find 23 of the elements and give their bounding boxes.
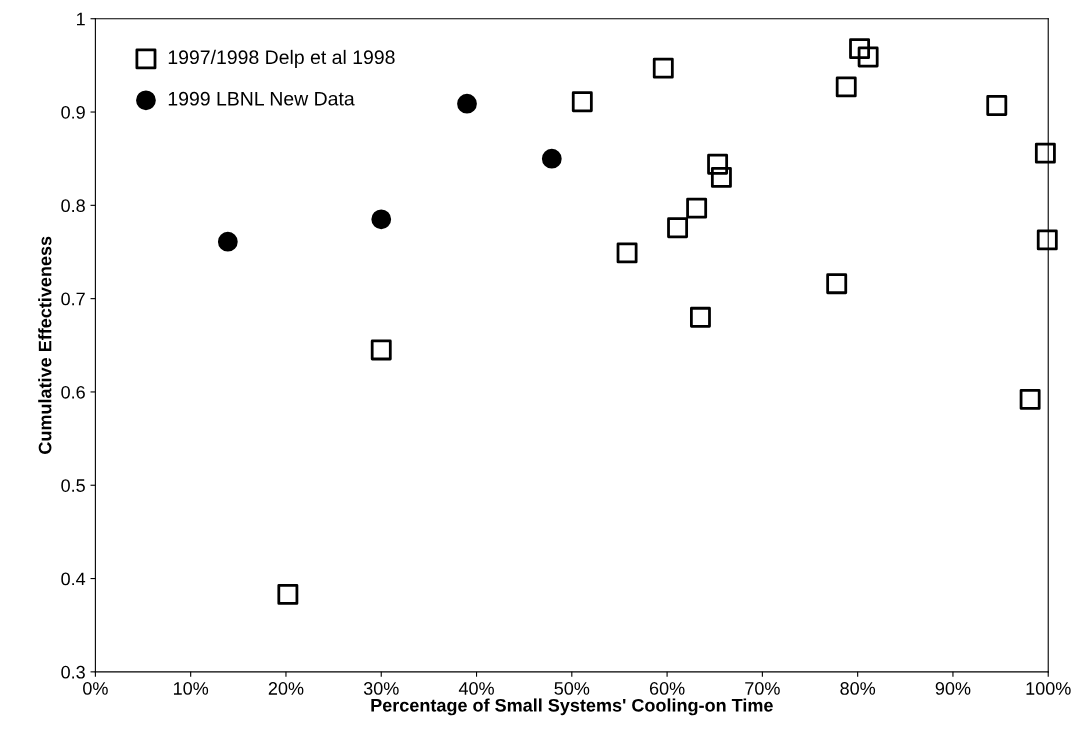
x-axis-title: Percentage of Small Systems' Cooling-on Time xyxy=(371,698,773,716)
x-tick-label: 40% xyxy=(458,682,494,695)
x-tick-label: 100% xyxy=(1026,682,1071,695)
y-tick-label: 0.4 xyxy=(61,572,86,586)
x-tick-label: 0% xyxy=(83,682,108,695)
y-tick-label: 0.9 xyxy=(61,105,85,119)
y-axis-title: Cumulative Effectiveness xyxy=(38,236,52,454)
y-tick-label: 1 xyxy=(77,12,85,26)
y-tick-label: 0.6 xyxy=(61,385,85,399)
x-tick-label: 10% xyxy=(173,682,209,695)
x-tick-label: 30% xyxy=(363,682,399,695)
y-tick-label: 0.5 xyxy=(61,479,85,492)
legend-label: 1997/1998 Delp et al 1998 xyxy=(168,49,395,68)
x-tick-label: 80% xyxy=(840,682,876,695)
y-tick-label: 0.3 xyxy=(61,665,85,679)
x-tick-label: 50% xyxy=(554,682,590,695)
y-tick-label: 0.8 xyxy=(61,199,85,213)
x-tick-label: 70% xyxy=(745,682,780,695)
x-tick-label: 20% xyxy=(268,682,304,695)
x-tick-label: 60% xyxy=(649,682,685,695)
y-tick-label: 0.7 xyxy=(61,292,85,306)
legend-label: 1999 LBNL New Data xyxy=(168,91,355,106)
x-tick-label: 90% xyxy=(935,682,971,695)
